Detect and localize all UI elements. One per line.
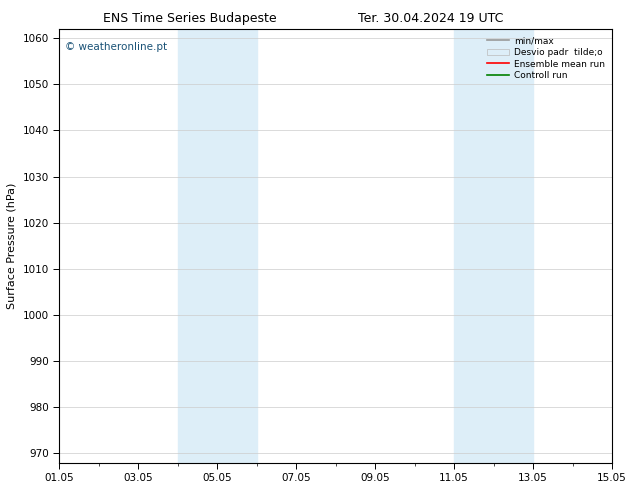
Text: © weatheronline.pt: © weatheronline.pt — [65, 42, 167, 52]
Y-axis label: Surface Pressure (hPa): Surface Pressure (hPa) — [7, 183, 17, 309]
Text: ENS Time Series Budapeste: ENS Time Series Budapeste — [103, 12, 277, 25]
Legend: min/max, Desvio padr  tilde;o, Ensemble mean run, Controll run: min/max, Desvio padr tilde;o, Ensemble m… — [484, 33, 607, 83]
Text: Ter. 30.04.2024 19 UTC: Ter. 30.04.2024 19 UTC — [358, 12, 504, 25]
Bar — [454, 29, 533, 463]
Bar — [178, 29, 257, 463]
